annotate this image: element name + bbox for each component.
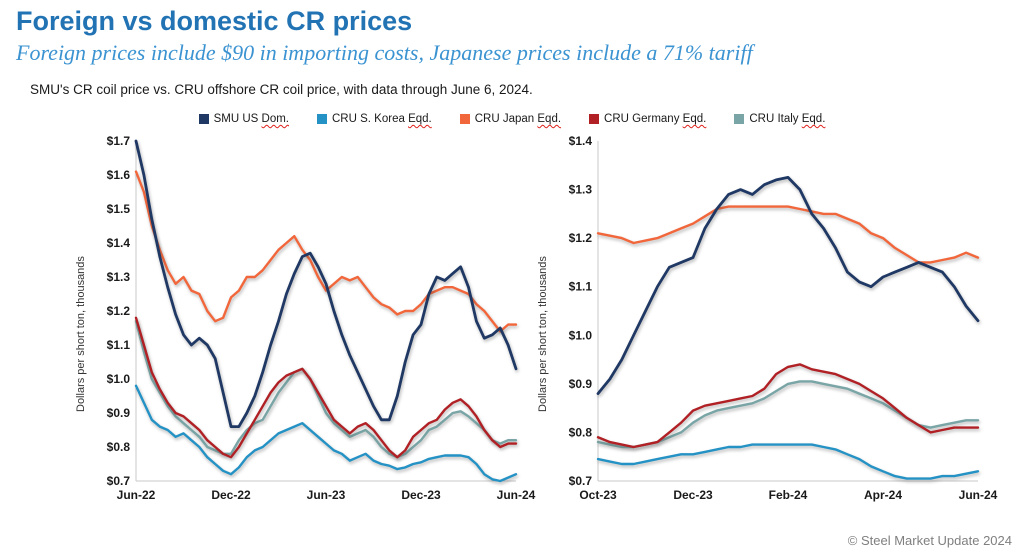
series-smu-us-dom [596,176,980,396]
series-smu-us-dom [134,139,518,429]
chart-right: Dollars per short ton, thousands $0.7 $0.… [534,131,998,511]
y-tick-label: $1.6 [107,168,131,182]
legend-swatch [198,114,209,124]
x-tick-label: Feb-24 [769,488,808,502]
series-cru-italy-eqd [134,319,518,459]
y-tick-label: $1.3 [107,270,131,284]
legend-swatch [734,114,745,124]
copyright-footer: © Steel Market Update 2024 [847,533,1012,548]
chart-left: Dollars per short ton, thousands $0.7 $0.… [72,131,536,511]
legend-swatch [459,114,470,124]
legend-item: CRU Germany Eqd. [589,113,706,125]
page-subtitle: Foreign prices include $90 in importing … [16,40,753,65]
y-tick-label: $1.4 [569,134,593,148]
series-cru-s-korea-eqd [596,443,980,480]
y-axis-label-right: Dollars per short ton, thousands [537,256,549,412]
x-tick-label: Jun-24 [959,488,998,502]
y-tick-label: $1.5 [107,202,131,216]
y-tick-label: $1.1 [107,338,131,352]
legend-swatch [589,114,600,124]
y-tick-label: $0.7 [569,474,593,488]
legend-item: SMU US Dom. [198,113,289,125]
legend-label: CRU S. Korea Eqd. [332,113,432,125]
x-tick-label: Dec-23 [401,488,441,502]
legend: SMU US Dom. CRU S. Korea Eqd. CRU Japan Eq… [0,113,1024,125]
legend-label: CRU Italy Eqd. [749,113,826,125]
line-chart-left: $0.7 $0.8 $0.9 $1.0 $1.1 $1.2 $1.3 $1.4 $1.5 $1.6… [107,134,536,502]
y-tick-label: $1.0 [569,328,593,342]
legend-swatch [317,114,327,124]
legend-item: CRU S. Korea Eqd. [317,113,432,125]
series-cru-germany-eqd [134,316,518,459]
page-title: Foreign vs domestic CR prices [16,6,413,36]
y-tick-label: $0.9 [107,406,131,420]
legend-item: CRU Italy Eqd. [734,113,825,125]
y-tick-label: $1.2 [569,231,593,245]
legend-label: SMU US Dom. [213,113,289,125]
y-tick-label: $0.8 [569,425,593,439]
series-cru-germany-eqd [596,363,980,449]
line-chart-right: $0.7 $0.8 $0.9 $1.0 $1.1 $1.2 $1.3 $1.4 Oct-23 De… [569,134,998,502]
y-tick-label: $1.1 [569,280,593,294]
x-tick-label: Apr-24 [864,488,902,502]
y-tick-label: $1.0 [107,372,131,386]
series-cru-japan-eqd [596,205,980,264]
y-tick-label: $0.7 [107,474,131,488]
y-tick-label: $1.7 [107,134,131,148]
report-page: Foreign vs domestic CR prices Foreign pr… [0,6,1024,548]
x-tick-label: Dec-23 [673,488,713,502]
y-tick-label: $0.8 [107,440,131,454]
legend-label: CRU Germany Eqd. [604,113,707,125]
chart-caption: SMU's CR coil price vs. CRU offshore CR … [30,82,533,97]
legend-label: CRU Japan Eqd. [474,113,562,125]
series-cru-japan-eqd [134,170,518,333]
y-tick-label: $1.3 [569,183,593,197]
x-tick-label: Jun-22 [117,488,156,502]
x-tick-label: Dec-22 [211,488,251,502]
series-cru-s-korea-eqd [134,384,518,483]
x-tick-label: Oct-23 [579,488,617,502]
y-tick-label: $0.9 [569,377,593,391]
y-tick-label: $1.2 [107,304,131,318]
y-axis-label-left: Dollars per short ton, thousands [75,256,87,412]
charts-row: Dollars per short ton, thousands $0.7 $0.… [0,131,1024,511]
series-cru-italy-eqd [596,380,980,449]
x-tick-label: Jun-23 [307,488,346,502]
x-tick-label: Jun-24 [497,488,536,502]
y-tick-label: $1.4 [107,236,131,250]
legend-item: CRU Japan Eqd. [459,113,562,125]
